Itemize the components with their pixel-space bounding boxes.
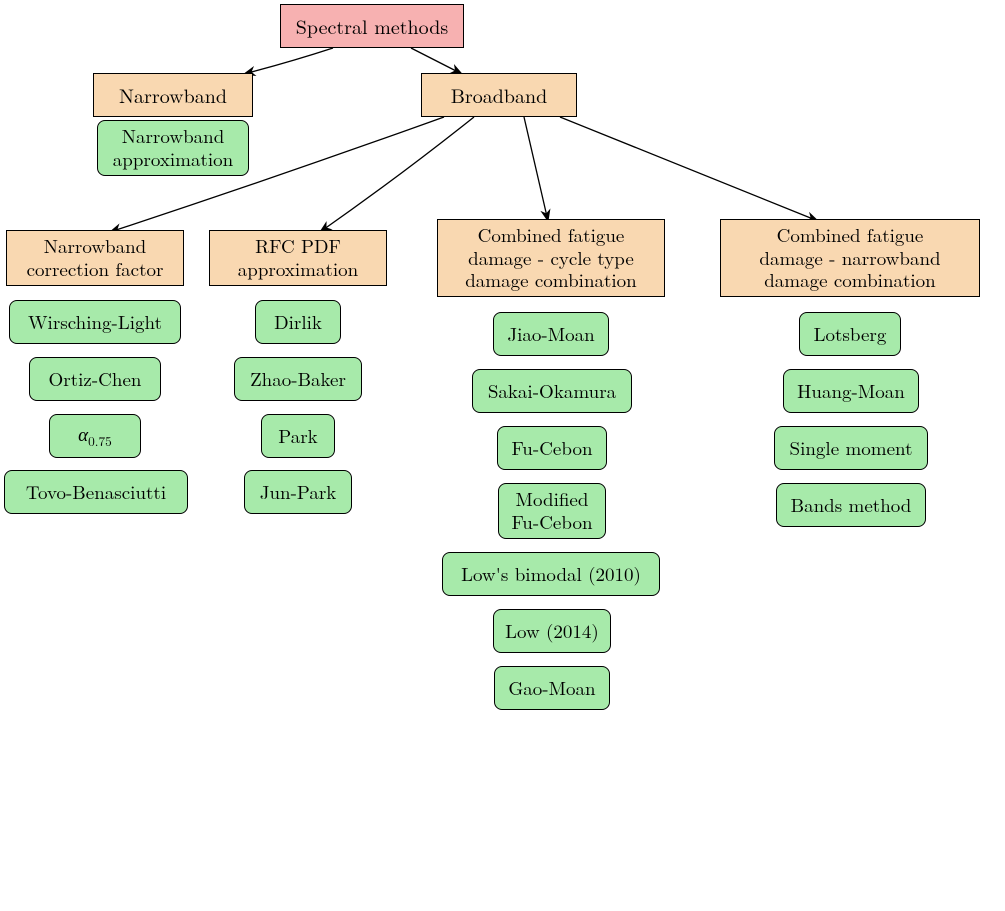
edge-3 xyxy=(320,117,474,232)
node-label: Narrowband xyxy=(119,83,227,107)
node-g3_6: Low (2014) xyxy=(493,609,611,653)
node-label: α0.75 xyxy=(78,423,112,449)
node-g2_3: Park xyxy=(261,414,335,458)
node-root: Spectral methods xyxy=(280,4,464,48)
node-g3_5: Low's bimodal (2010) xyxy=(442,552,660,596)
node-g2_2: Zhao-Baker xyxy=(234,357,362,401)
node-label: Jiao-Moan xyxy=(507,323,594,346)
node-g4_3: Single moment xyxy=(774,426,928,470)
node-g3_7: Gao-Moan xyxy=(494,666,610,710)
node-g1_1: Wirsching-Light xyxy=(9,300,181,344)
node-g3_1: Jiao-Moan xyxy=(493,312,609,356)
node-cat1: Narrowbandcorrection factor xyxy=(6,230,184,286)
node-g1_2: Ortiz-Chen xyxy=(29,357,161,401)
node-label: Combined fatiguedamage - narrowbanddamag… xyxy=(759,224,940,292)
node-g1_3: α0.75 xyxy=(49,414,141,458)
node-g3_3: Fu-Cebon xyxy=(497,426,607,470)
node-label: Spectral methods xyxy=(296,14,448,38)
node-g2_4: Jun-Park xyxy=(244,470,352,514)
node-label: Gao-Moan xyxy=(508,677,595,700)
node-g1_4: Tovo-Benasciutti xyxy=(4,470,188,514)
node-g4_1: Lotsberg xyxy=(799,312,901,356)
node-label: Jun-Park xyxy=(260,481,337,504)
node-label: Single moment xyxy=(790,437,913,460)
node-label: Bands method xyxy=(791,494,912,517)
node-label: Wirsching-Light xyxy=(28,311,162,334)
node-label: Narrowbandcorrection factor xyxy=(27,235,164,281)
node-label: Sakai-Okamura xyxy=(488,380,616,403)
node-label: Fu-Cebon xyxy=(511,437,592,460)
node-broadband: Broadband xyxy=(421,73,577,117)
edge-0 xyxy=(244,48,333,74)
node-label: Narrowbandapproximation xyxy=(113,125,233,171)
node-label: Zhao-Baker xyxy=(250,368,346,391)
node-label: Ortiz-Chen xyxy=(49,368,142,391)
node-label: Lotsberg xyxy=(814,323,887,346)
node-label: Park xyxy=(278,425,317,448)
node-label: Combined fatiguedamage - cycle typedamag… xyxy=(465,224,637,292)
node-g4_2: Huang-Moan xyxy=(783,369,919,413)
node-label: Low's bimodal (2010) xyxy=(461,563,641,586)
node-label: Dirlik xyxy=(274,311,322,334)
node-label: ModifiedFu-Cebon xyxy=(511,488,592,534)
node-cat3: Combined fatiguedamage - cycle typedamag… xyxy=(437,219,665,297)
node-label: Broadband xyxy=(451,83,547,107)
node-label: Low (2014) xyxy=(505,620,599,643)
node-label: Tovo-Benasciutti xyxy=(26,481,166,504)
node-narrowband: Narrowband xyxy=(93,73,253,117)
edge-1 xyxy=(411,48,462,74)
node-nbapprox_l1: Narrowbandapproximation xyxy=(97,120,249,176)
node-cat4: Combined fatiguedamage - narrowbanddamag… xyxy=(720,219,980,297)
node-label: Huang-Moan xyxy=(797,380,905,403)
node-g3_2: Sakai-Okamura xyxy=(472,369,632,413)
node-g3_4: ModifiedFu-Cebon xyxy=(498,483,606,539)
node-g2_1: Dirlik xyxy=(255,300,341,344)
node-g4_4: Bands method xyxy=(776,483,926,527)
edge-5 xyxy=(560,117,818,221)
edge-4 xyxy=(524,117,548,221)
node-label: RFC PDFapproximation xyxy=(238,235,358,281)
node-cat2: RFC PDFapproximation xyxy=(209,230,387,286)
